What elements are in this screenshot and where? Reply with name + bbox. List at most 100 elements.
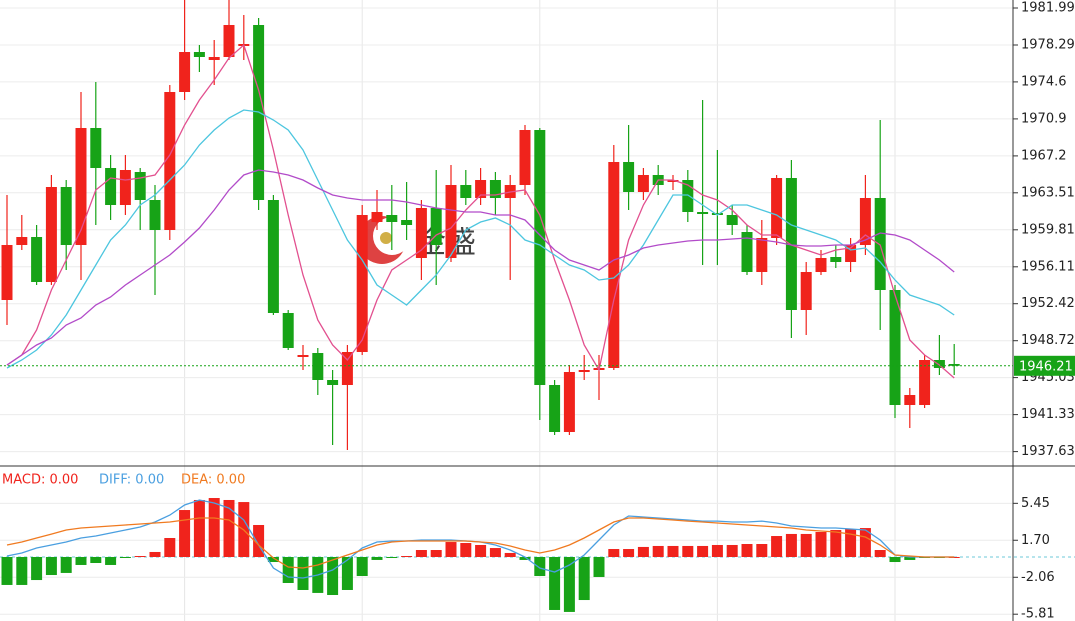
legend-entry: DIFF: 0.00 [99, 473, 164, 488]
candle-body [800, 272, 812, 310]
y-tick-label: 1956.11 [1021, 259, 1075, 274]
candle-body [785, 178, 797, 310]
candle-body [889, 290, 901, 405]
candle-body [149, 200, 161, 230]
candle-body [223, 25, 235, 57]
candle-body [578, 370, 590, 372]
candle-body [1, 245, 13, 300]
macd-bar [904, 556, 916, 560]
y-tick-label: 1974.6 [1021, 74, 1067, 89]
candle-body [563, 372, 575, 432]
macd-bar [534, 556, 546, 577]
candle-body [682, 180, 694, 212]
candle-body [815, 258, 827, 272]
macd-bar [16, 556, 28, 585]
candle-body [164, 92, 176, 230]
macd-bar [889, 556, 901, 563]
macd-bar [815, 531, 827, 557]
y-tick-label: 1937.63 [1021, 444, 1075, 459]
candle-body [75, 128, 87, 245]
logo-dot [380, 232, 392, 244]
macd-bar [282, 556, 294, 583]
macd-bar [134, 556, 146, 558]
macd-bar [60, 556, 72, 573]
macd-bar [756, 544, 768, 557]
macd-bar [652, 545, 664, 557]
candle-body [919, 360, 931, 405]
y-tick-label: 1952.42 [1021, 296, 1075, 311]
y-tick-label: 1967.2 [1021, 148, 1067, 163]
macd-bar [430, 550, 442, 557]
candle-body [726, 215, 738, 225]
macd-bar [771, 536, 783, 557]
candle-body [845, 245, 857, 262]
macd-bar [830, 530, 842, 557]
candle-body [859, 198, 871, 245]
macd-bar [489, 548, 501, 557]
line [6, 109, 955, 369]
last-price-label: 1946.21 [1019, 359, 1073, 374]
macd-bar [475, 544, 487, 557]
candle-body [356, 215, 368, 352]
y-tick-label: 5.45 [1021, 496, 1050, 511]
candle-body [667, 180, 679, 182]
macd-bar [593, 556, 605, 577]
macd-bar [460, 543, 472, 557]
line [6, 517, 955, 569]
macd-bar [726, 544, 738, 557]
y-tick-label: 1959.81 [1021, 222, 1075, 237]
y-tick-label: 1963.51 [1021, 185, 1075, 200]
candle-body [549, 385, 561, 432]
y-tick-label: 1948.72 [1021, 333, 1075, 348]
candle-body [534, 130, 546, 385]
macd-bar [386, 556, 398, 558]
macd-bar [119, 556, 131, 558]
macd-bar [253, 524, 265, 557]
candle-body [711, 213, 723, 215]
macd-bar [208, 498, 220, 557]
macd-bar [697, 545, 709, 557]
candle-body [623, 162, 635, 192]
candle-body [933, 360, 945, 368]
macd-bar [149, 551, 161, 557]
macd-bar [711, 544, 723, 557]
candle-body [267, 200, 279, 313]
candle-body [90, 128, 102, 168]
candle-body [31, 237, 43, 282]
macd-bar [179, 510, 191, 557]
macd-bar [164, 537, 176, 557]
legend-entry: DEA: 0.00 [181, 473, 245, 488]
candle-body [134, 172, 146, 200]
candle-body [519, 130, 531, 185]
candle-body [105, 168, 117, 205]
candle-body [16, 237, 28, 245]
macd-bar [785, 533, 797, 557]
macd-bar [371, 556, 383, 560]
y-tick-label: 1981.99 [1021, 1, 1075, 16]
y-tick-label: 1970.9 [1021, 111, 1067, 126]
candle-body [312, 353, 324, 380]
y-tick-label: -2.06 [1021, 570, 1055, 585]
macd-bar [90, 556, 102, 564]
macd-bar [637, 546, 649, 557]
macd-bar [563, 556, 575, 612]
candle-body [297, 355, 309, 357]
candle-body [341, 352, 353, 385]
macd-bar [267, 556, 279, 563]
macd-bar [297, 556, 309, 590]
legend-entry: MACD: 0.00 [2, 473, 78, 488]
candle-body [415, 208, 427, 258]
macd-bar [445, 542, 457, 557]
macd-bar [667, 545, 679, 557]
candle-body [771, 178, 783, 238]
line [6, 169, 955, 366]
candle-body [193, 52, 205, 57]
macd-bar [415, 550, 427, 557]
macd-bar [874, 550, 886, 557]
macd-bar [741, 544, 753, 557]
candle-body [948, 364, 960, 366]
macd-bar [223, 499, 235, 557]
macd-bar [45, 556, 57, 576]
candle-body [119, 170, 131, 205]
